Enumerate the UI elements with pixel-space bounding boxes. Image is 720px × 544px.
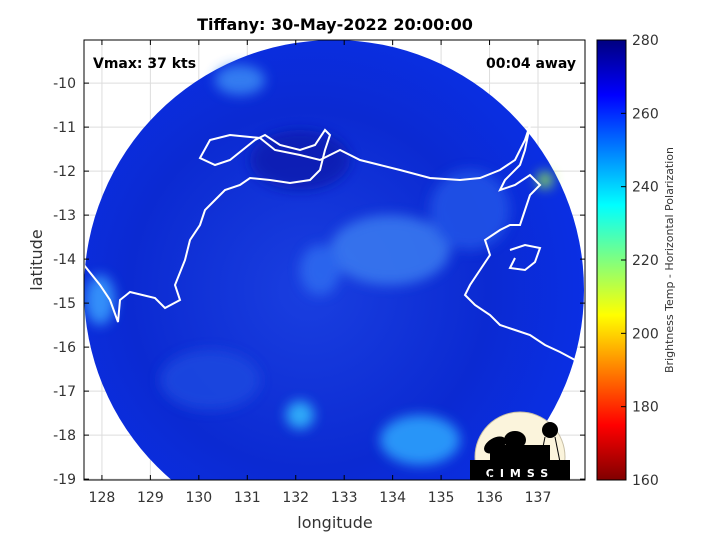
svg-text:CIMSS: CIMSS: [486, 467, 554, 480]
time-away-label: 00:04 away: [486, 56, 576, 72]
y-tick-label: -14: [53, 252, 76, 268]
vmax-label: Vmax: 37 kts: [93, 56, 196, 72]
colorbar-ticks: 280 260 240 220 200 180 160: [621, 33, 659, 489]
y-tick-label: -12: [53, 164, 76, 180]
y-tick-label: -16: [53, 340, 76, 356]
y-axis-label: latitude: [27, 229, 46, 290]
x-tick-label: 133: [331, 490, 358, 506]
colorbar-tick-label: 200: [632, 326, 659, 342]
colorbar-tick-label: 180: [632, 400, 659, 416]
colorbar-tick-label: 240: [632, 180, 659, 196]
x-axis-label: longitude: [297, 513, 372, 532]
x-tick-label: 130: [185, 490, 212, 506]
x-tick-label: 129: [137, 490, 164, 506]
y-tick-label: -13: [53, 208, 76, 224]
x-tick-label: 135: [428, 490, 455, 506]
y-tick-label: -18: [53, 428, 76, 444]
coastline: [84, 124, 585, 366]
x-tick-label: 132: [282, 490, 309, 506]
cimss-logo: CIMSS: [470, 411, 570, 480]
axes-box: [83, 39, 586, 481]
colorbar-tick-label: 220: [632, 253, 659, 269]
x-tick-label: 134: [379, 490, 406, 506]
y-tick-label: -15: [53, 296, 76, 312]
y-tick-label: -19: [53, 472, 76, 488]
colorbar-label: Brightness Temp - Horizontal Polarizatio…: [663, 147, 676, 373]
y-tick-label: -11: [53, 120, 76, 136]
y-axis: -10 -11 -12 -13 -14 -15 -16 -17 -18 -19: [53, 76, 585, 488]
colorbar-tick-label: 260: [632, 106, 659, 122]
colorbar-tick-label: 280: [632, 33, 659, 49]
x-axis: 128 129 130 131 132 133 134 135 136 137: [89, 40, 552, 506]
colorbar-tick-label: 160: [632, 473, 659, 489]
y-tick-label: -17: [53, 384, 76, 400]
x-tick-label: 136: [476, 490, 503, 506]
y-tick-label: -10: [53, 76, 76, 92]
plot-title: Tiffany: 30-May-2022 20:00:00: [197, 15, 473, 34]
x-tick-label: 128: [89, 490, 116, 506]
x-tick-label: 131: [234, 490, 261, 506]
brightness-temp-swath: CIMSS: [84, 40, 585, 480]
x-tick-label: 137: [525, 490, 552, 506]
